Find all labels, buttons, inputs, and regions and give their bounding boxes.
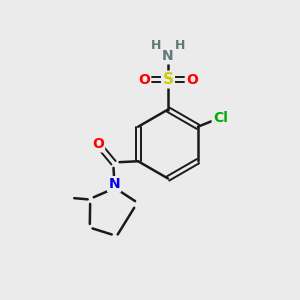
Text: H: H <box>175 39 185 52</box>
Text: N: N <box>108 177 120 191</box>
Text: O: O <box>92 137 104 151</box>
Text: N: N <box>162 49 174 63</box>
Text: S: S <box>163 72 173 87</box>
Text: O: O <box>186 73 198 86</box>
Text: H: H <box>151 39 161 52</box>
Text: O: O <box>138 73 150 86</box>
Text: Cl: Cl <box>213 111 228 125</box>
